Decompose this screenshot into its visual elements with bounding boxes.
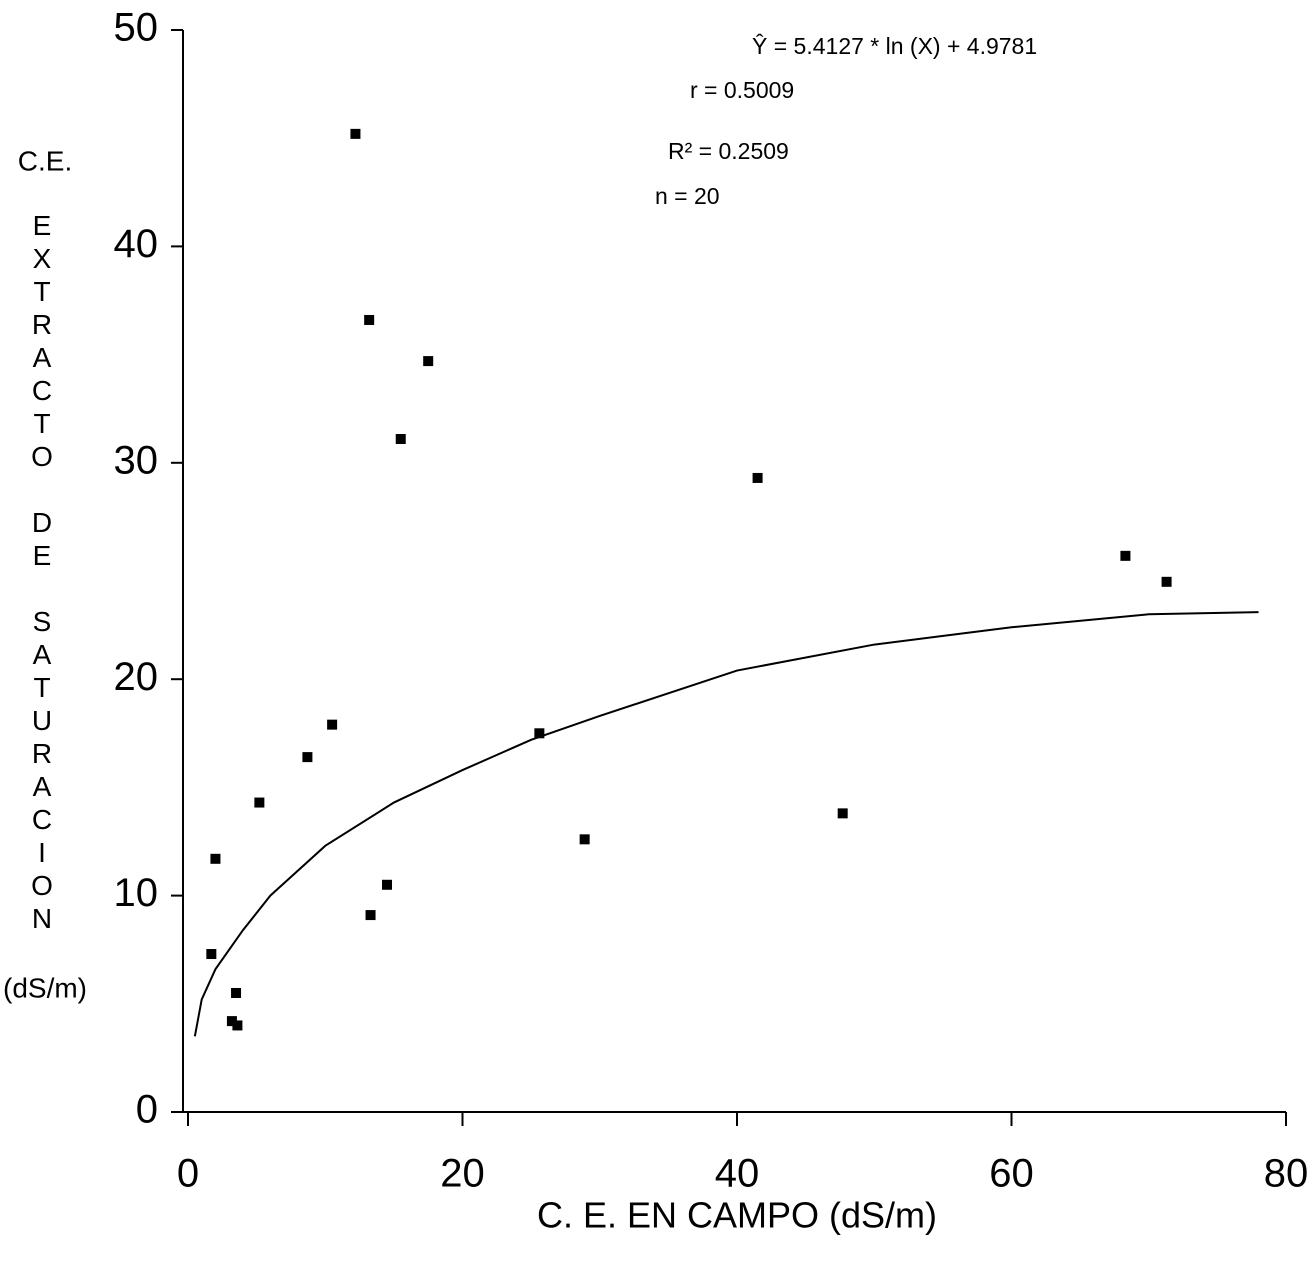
annotation: R² = 0.2509 [668, 138, 789, 164]
point [1161, 576, 1172, 587]
x-tick-label: 80 [1264, 1152, 1309, 1196]
point [232, 1020, 243, 1031]
y-axis-label: (dS/m) [3, 972, 87, 1003]
y-axis-label: C.E. [18, 145, 72, 176]
point [423, 356, 434, 367]
point [231, 987, 242, 998]
point [837, 808, 848, 819]
x-tick-label: 60 [989, 1152, 1034, 1196]
point [302, 752, 313, 763]
point [206, 949, 217, 960]
point [364, 314, 375, 325]
x-axis-label: C. E. EN CAMPO (dS/m) [537, 1195, 937, 1236]
point [1120, 550, 1131, 561]
point [210, 853, 221, 864]
point [350, 128, 361, 139]
point [752, 472, 763, 483]
y-tick-label: 0 [136, 1088, 158, 1132]
y-tick-label: 50 [114, 6, 159, 50]
x-tick-label: 40 [715, 1152, 760, 1196]
point [395, 433, 406, 444]
y-tick-label: 20 [114, 655, 159, 699]
annotation: r = 0.5009 [690, 77, 794, 103]
annotation: n = 20 [655, 183, 720, 209]
point [327, 719, 338, 730]
annotation: Ŷ = 5.4127 * ln (X) + 4.9781 [752, 33, 1037, 59]
y-tick-label: 30 [114, 438, 159, 482]
point [254, 797, 265, 808]
point [534, 728, 545, 739]
point [365, 910, 376, 921]
point [226, 1016, 237, 1027]
x-tick-label: 0 [177, 1152, 199, 1196]
x-tick-label: 20 [440, 1152, 485, 1196]
point [579, 834, 590, 845]
y-tick-label: 40 [114, 222, 159, 266]
point [382, 879, 393, 890]
y-tick-label: 10 [114, 871, 159, 915]
fit-curve [193, 611, 1259, 1037]
